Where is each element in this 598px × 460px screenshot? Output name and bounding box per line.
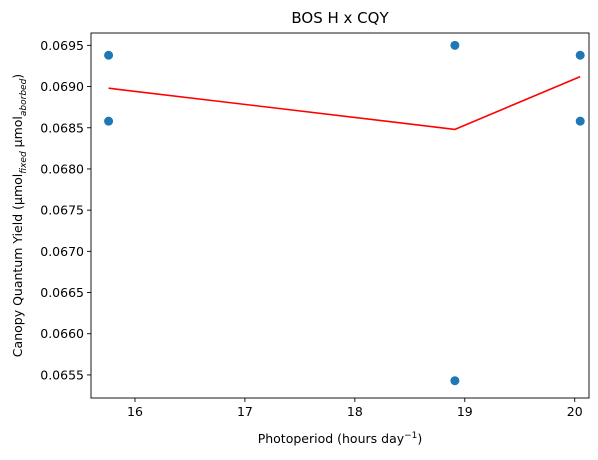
y-axis-label-main: Canopy Quantum Yield (μmol [10, 174, 25, 357]
x-axis-label: Photoperiod (hours day−1) [258, 431, 423, 446]
y-axis-label-subscript-1: fixed [19, 151, 29, 174]
y-tick-label: 0.0665 [40, 285, 84, 300]
data-point [450, 40, 460, 50]
y-tick-label: 0.0675 [40, 203, 84, 218]
data-point [575, 50, 585, 60]
x-axis-label-main: Photoperiod (hours day [258, 431, 405, 446]
y-tick-label: 0.0660 [40, 326, 84, 341]
y-axis-label-subscript-2: aborbed [19, 78, 29, 116]
data-point [450, 376, 460, 386]
x-axis-label-end: ) [417, 431, 422, 446]
y-axis-ticks: 0.0655 0.0660 0.0665 0.0670 0.0675 0.0680 0.06… [40, 38, 91, 382]
y-tick-label: 0.0695 [40, 38, 84, 53]
y-tick-label: 0.0680 [40, 161, 84, 176]
x-tick-label: 19 [457, 404, 473, 419]
x-tick-label: 16 [127, 404, 143, 419]
x-tick-label: 20 [567, 404, 583, 419]
x-axis-label-superscript: −1 [404, 431, 417, 441]
y-axis-label-mid: μmol [10, 116, 25, 151]
y-axis-label: Canopy Quantum Yield (μmolfixed μmolabor… [10, 74, 29, 357]
data-point [575, 116, 585, 126]
fit-line [108, 75, 581, 131]
x-axis-ticks: 16 17 18 19 20 [127, 398, 583, 419]
plot-frame [90, 32, 590, 399]
series-layer [104, 40, 585, 386]
y-tick-label: 0.0690 [40, 79, 84, 94]
x-tick-label: 18 [347, 404, 363, 419]
y-tick-label: 0.0685 [40, 120, 84, 135]
data-point [104, 116, 114, 126]
y-axis-label-end: ) [10, 74, 25, 79]
chart-title: BOS H x CQY [291, 9, 389, 27]
y-tick-label: 0.0655 [40, 367, 84, 382]
data-point [104, 50, 114, 60]
x-tick-label: 17 [237, 404, 253, 419]
y-tick-label: 0.0670 [40, 244, 84, 259]
